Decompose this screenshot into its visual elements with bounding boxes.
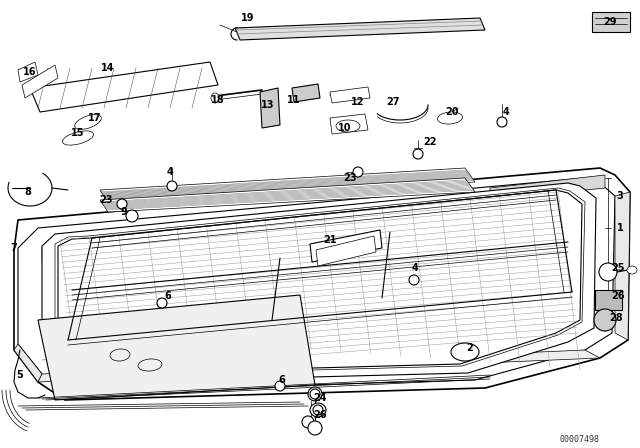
Ellipse shape: [75, 115, 101, 129]
Polygon shape: [58, 190, 582, 374]
Ellipse shape: [138, 359, 162, 371]
Circle shape: [157, 298, 167, 308]
Polygon shape: [42, 228, 200, 262]
Circle shape: [167, 181, 177, 191]
Ellipse shape: [594, 309, 616, 331]
Text: 4: 4: [166, 167, 173, 177]
Ellipse shape: [110, 349, 130, 361]
Text: 18: 18: [211, 95, 225, 105]
Polygon shape: [30, 62, 218, 112]
Text: 2: 2: [467, 343, 474, 353]
Text: 11: 11: [287, 95, 301, 105]
Polygon shape: [38, 295, 315, 400]
Text: 9: 9: [120, 207, 127, 217]
Text: 7: 7: [11, 243, 17, 253]
Circle shape: [310, 389, 320, 399]
Polygon shape: [316, 236, 376, 266]
Polygon shape: [490, 175, 605, 200]
Text: 00007498: 00007498: [560, 435, 600, 444]
Text: 14: 14: [101, 63, 115, 73]
Polygon shape: [22, 65, 58, 98]
Text: 16: 16: [23, 67, 36, 77]
Polygon shape: [330, 114, 368, 134]
Polygon shape: [100, 168, 475, 202]
Polygon shape: [595, 290, 622, 310]
Polygon shape: [235, 18, 485, 40]
Circle shape: [313, 405, 323, 415]
Text: 12: 12: [351, 97, 365, 107]
Text: 26: 26: [611, 291, 625, 301]
Text: 19: 19: [241, 13, 255, 23]
Polygon shape: [260, 88, 280, 128]
Polygon shape: [14, 344, 42, 382]
Text: 6: 6: [164, 291, 172, 301]
Polygon shape: [38, 350, 600, 382]
Text: 22: 22: [423, 137, 436, 147]
Polygon shape: [615, 192, 630, 340]
Text: 1: 1: [616, 223, 623, 233]
Circle shape: [409, 275, 419, 285]
Ellipse shape: [438, 112, 463, 124]
Text: 4: 4: [412, 263, 419, 273]
Circle shape: [275, 381, 285, 391]
Text: 4: 4: [502, 107, 509, 117]
Circle shape: [117, 199, 127, 209]
Text: 27: 27: [387, 97, 400, 107]
Ellipse shape: [627, 266, 637, 274]
Circle shape: [413, 149, 423, 159]
Polygon shape: [42, 183, 596, 383]
Polygon shape: [18, 62, 38, 82]
Text: 8: 8: [24, 187, 31, 197]
Ellipse shape: [336, 120, 360, 132]
Text: 20: 20: [445, 107, 459, 117]
Text: 24: 24: [313, 393, 327, 403]
Text: 29: 29: [604, 17, 617, 27]
Text: 5: 5: [17, 370, 24, 380]
Ellipse shape: [63, 131, 93, 145]
Ellipse shape: [211, 93, 219, 103]
Text: 10: 10: [339, 123, 352, 133]
Ellipse shape: [599, 263, 617, 281]
Text: 13: 13: [261, 100, 275, 110]
Ellipse shape: [308, 387, 322, 401]
Circle shape: [497, 117, 507, 127]
Text: 26: 26: [313, 410, 327, 420]
Ellipse shape: [310, 403, 326, 417]
Circle shape: [308, 421, 322, 435]
Polygon shape: [592, 12, 630, 32]
Circle shape: [302, 416, 314, 428]
Text: 6: 6: [278, 375, 285, 385]
Circle shape: [126, 210, 138, 222]
Text: 21: 21: [323, 235, 337, 245]
Text: 25: 25: [611, 263, 625, 273]
Text: 17: 17: [88, 113, 102, 123]
Text: 15: 15: [71, 128, 84, 138]
Text: 28: 28: [609, 313, 623, 323]
Polygon shape: [14, 168, 630, 400]
Text: 3: 3: [616, 191, 623, 201]
Polygon shape: [55, 188, 585, 376]
Polygon shape: [310, 230, 382, 262]
Circle shape: [353, 167, 363, 177]
Polygon shape: [330, 87, 370, 103]
Polygon shape: [18, 178, 615, 392]
Ellipse shape: [451, 343, 479, 361]
Text: 23: 23: [99, 195, 113, 205]
Polygon shape: [100, 178, 475, 212]
Text: 23: 23: [343, 173, 356, 183]
Polygon shape: [292, 84, 320, 102]
